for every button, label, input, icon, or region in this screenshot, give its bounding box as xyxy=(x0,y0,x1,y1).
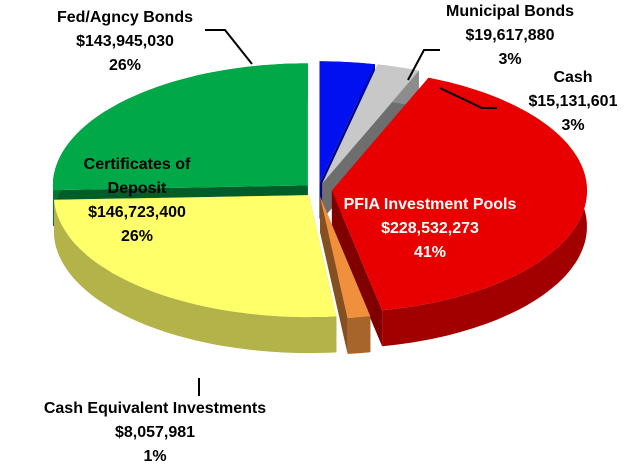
slice-wall xyxy=(347,316,371,354)
label-name: Certificates of Deposit xyxy=(83,156,191,197)
label-percent: 3% xyxy=(561,117,585,134)
slice xyxy=(54,195,337,318)
slice-label: Cash Equivalent Investments $8,057,981 1% xyxy=(0,397,315,469)
label-name: Fed/Agncy Bonds xyxy=(56,9,193,26)
label-percent: 26% xyxy=(108,57,142,74)
slice-label: Cash $15,131,601 3% xyxy=(513,66,631,138)
slice-label: Fed/Agncy Bonds $143,945,030 26% xyxy=(25,6,225,78)
label-value: $143,945,030 xyxy=(76,33,174,50)
slice xyxy=(331,77,587,311)
slice-label: Certificates of Deposit $146,723,400 26% xyxy=(62,153,212,249)
label-percent: 26% xyxy=(120,228,154,245)
leader-line xyxy=(407,49,440,81)
label-name: PFIA Investment Pools xyxy=(343,196,517,213)
slice xyxy=(320,196,371,318)
label-name: Cash xyxy=(553,69,593,86)
slice xyxy=(322,64,419,184)
label-value: $19,617,880 xyxy=(465,27,555,44)
slice-side xyxy=(331,190,383,347)
slice-side xyxy=(320,196,348,354)
label-name: Cash Equivalent Investments xyxy=(43,400,267,417)
label-name: Municipal Bonds xyxy=(446,3,574,20)
slice-label: Municipal Bonds $19,617,880 3% xyxy=(410,0,610,72)
slice xyxy=(319,61,375,184)
label-value: $15,131,601 xyxy=(528,93,618,110)
leader-line xyxy=(205,29,253,65)
slice-label: PFIA Investment Pools $228,532,273 41% xyxy=(335,193,525,265)
label-percent: 41% xyxy=(413,244,447,261)
label-percent: 3% xyxy=(498,51,522,68)
leader-line xyxy=(439,87,497,109)
slice xyxy=(52,63,308,191)
label-value: $146,723,400 xyxy=(88,204,186,221)
slice-wall xyxy=(54,199,337,354)
label-value: $8,057,981 xyxy=(114,424,196,441)
label-value: $228,532,273 xyxy=(381,220,479,237)
label-percent: 1% xyxy=(143,448,167,465)
